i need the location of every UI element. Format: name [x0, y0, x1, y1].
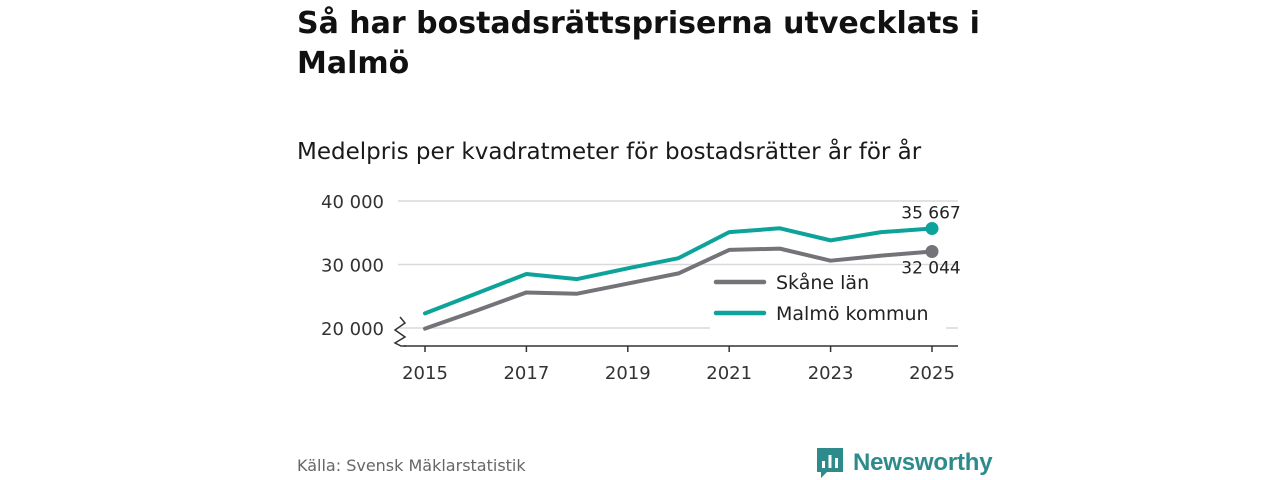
legend: Skåne län Malmö kommun [710, 266, 946, 330]
series-end-point [925, 222, 939, 236]
y-tick-label: 20 000 [321, 319, 384, 340]
chart-title: Så har bostadsrättspriserna utvecklats i… [297, 6, 980, 81]
x-tick-label: 2021 [706, 363, 752, 384]
series-line-malmo [423, 226, 934, 316]
legend-label-malmo: Malmö kommun [776, 303, 929, 325]
brand-name: Newsworthy [853, 449, 993, 476]
axis-break-mark [393, 316, 407, 347]
x-axis: 2015 2017 2019 2021 2023 2025 [393, 316, 958, 384]
legend-background [710, 266, 946, 330]
end-labels: 35 667 32 044 [901, 204, 960, 279]
end-label-skane: 32 044 [901, 259, 960, 279]
x-tick-label: 2019 [605, 363, 651, 384]
series-lines [423, 222, 939, 331]
x-tick-label: 2015 [402, 363, 448, 384]
x-tick-label: 2017 [503, 363, 549, 384]
y-axis-ticks: 20 000 30 000 40 000 [321, 192, 384, 340]
x-tick-label: 2023 [808, 363, 854, 384]
newsworthy-logo-icon [817, 448, 843, 478]
y-tick-label: 40 000 [321, 192, 384, 213]
legend-label-skane: Skåne län [776, 271, 869, 294]
x-tick-label: 2025 [909, 363, 955, 384]
end-label-malmo: 35 667 [901, 204, 960, 224]
series-end-point [925, 245, 939, 259]
source-note: Källa: Svensk Mäklarstatistik [297, 456, 526, 475]
y-tick-label: 30 000 [321, 256, 384, 277]
brand-logo: Newsworthy [815, 446, 993, 480]
series-line-skane [423, 246, 934, 331]
chart-subtitle: Medelpris per kvadratmeter för bostadsrä… [297, 139, 922, 165]
